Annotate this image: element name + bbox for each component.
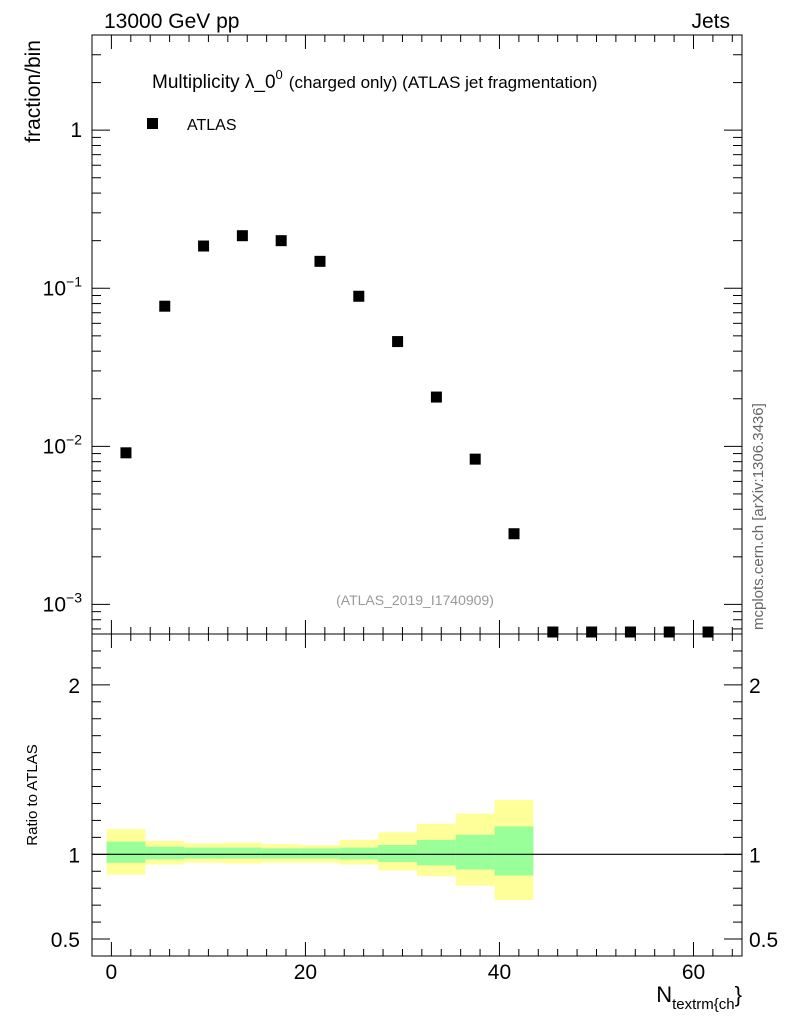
- main-y-tick-label: 1: [70, 119, 82, 142]
- x-axis-label-main: N: [656, 982, 672, 1007]
- data-point: [120, 447, 132, 459]
- data-point: [508, 528, 520, 540]
- main-y-tick-label: 10−1: [43, 273, 83, 300]
- data-point: [586, 626, 598, 638]
- ratio-band-green: [494, 826, 534, 876]
- x-tick-label: 60: [682, 961, 705, 984]
- ratio-band-green: [261, 848, 301, 859]
- ratio-axis-ticks: [91, 633, 742, 956]
- main-y-axis-label: fraction/bin: [22, 40, 45, 143]
- main-y-tick-label: 10−3: [43, 589, 83, 616]
- data-point: [198, 240, 210, 252]
- ratio-y-tick-label-left: 1: [68, 844, 80, 867]
- analysis-label: (ATLAS_2019_I1740909): [336, 592, 494, 608]
- title-rest: (charged only) (ATLAS jet fragmentation): [289, 73, 598, 92]
- data-point: [624, 626, 636, 638]
- data-point: [275, 235, 287, 247]
- data-point: [353, 290, 365, 302]
- chart-title: Multiplicity λ_00 (charged only) (ATLAS j…: [152, 67, 597, 93]
- x-axis-label-tail: }: [735, 982, 742, 1007]
- x-axis-label-subscript: textrm{ch: [672, 996, 735, 1013]
- x-tick-label: 0: [106, 961, 118, 984]
- data-point: [392, 336, 404, 348]
- x-axis-label: Ntextrm{ch}: [656, 982, 742, 1013]
- ratio-band-green: [106, 841, 146, 863]
- ratio-band-green: [378, 844, 417, 862]
- data-points: [120, 230, 714, 638]
- data-point: [159, 300, 171, 312]
- main-y-tick-label: 10−2: [43, 431, 83, 458]
- ratio-y-tick-label-right: 0.5: [749, 929, 778, 952]
- ratio-band-green: [184, 847, 223, 859]
- title-superscript: 0: [276, 67, 283, 82]
- ratio-y-tick-label-right: 1: [749, 844, 761, 867]
- ratio-plot-frame: [91, 633, 743, 957]
- data-point: [469, 453, 481, 465]
- ratio-y-tick-labels: 0.5 0.5 1 1 2 2: [51, 675, 778, 952]
- header-category: Jets: [691, 10, 730, 33]
- x-tick-labels: 0 20 40 60: [106, 961, 706, 984]
- ratio-bands: [106, 800, 534, 901]
- title-main: Multiplicity λ_0: [152, 72, 276, 93]
- ratio-band-green: [300, 848, 340, 859]
- ratio-band-green: [145, 846, 185, 860]
- main-y-tick-labels: 1 10−1 10−2 10−3: [43, 119, 83, 616]
- legend-marker-atlas: [147, 118, 158, 129]
- ratio-y-tick-label-left: 0.5: [51, 929, 80, 952]
- watermark: mcplots.cern.ch [arXiv:1306.3436]: [750, 403, 767, 630]
- ratio-band-green: [222, 847, 262, 859]
- legend-label-atlas: ATLAS: [187, 117, 237, 134]
- header-process: 13000 GeV pp: [104, 10, 239, 33]
- data-point: [702, 626, 714, 638]
- ratio-y-tick-label-left: 2: [68, 675, 80, 698]
- ratio-band-green: [417, 839, 456, 866]
- x-tick-label: 20: [294, 961, 317, 984]
- x-tick-label: 40: [488, 961, 511, 984]
- data-point: [547, 626, 559, 638]
- ratio-y-tick-label-right: 2: [749, 675, 761, 698]
- data-point: [314, 255, 326, 267]
- data-point: [663, 626, 675, 638]
- ratio-band-green: [339, 847, 379, 860]
- data-point: [236, 230, 248, 242]
- data-point: [430, 391, 442, 403]
- ratio-band-green: [455, 834, 495, 870]
- ratio-y-axis-label: Ratio to ATLAS: [24, 744, 41, 845]
